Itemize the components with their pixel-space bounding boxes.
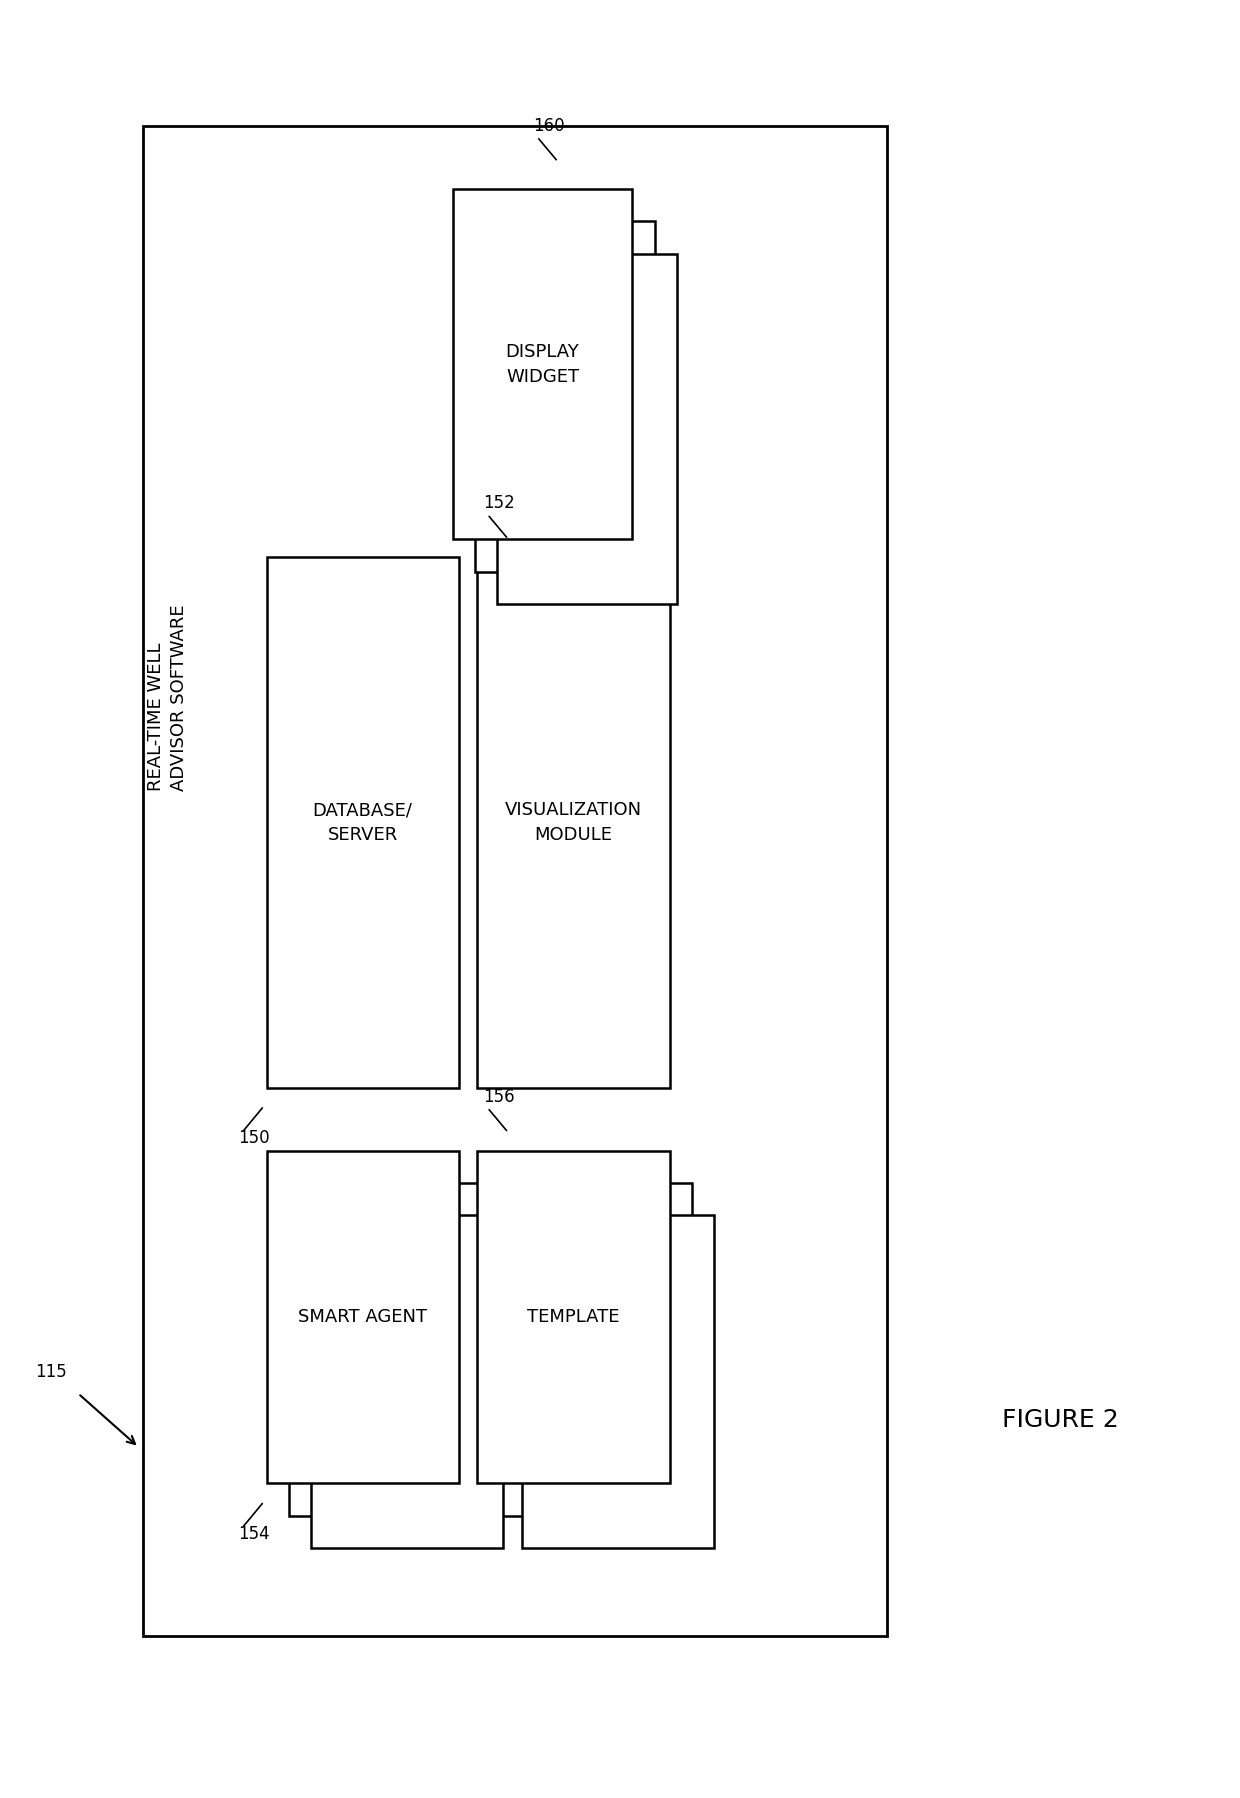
Text: TEMPLATE: TEMPLATE (527, 1307, 620, 1327)
Text: 154: 154 (238, 1525, 270, 1543)
Text: VISUALIZATION
MODULE: VISUALIZATION MODULE (505, 802, 642, 843)
Bar (497, 254, 677, 604)
Text: SMART AGENT: SMART AGENT (298, 1307, 428, 1327)
Bar (143, 126, 887, 1636)
Text: 150: 150 (238, 1129, 270, 1147)
Bar (289, 1183, 481, 1516)
Text: 156: 156 (484, 1088, 516, 1106)
Bar (267, 1151, 459, 1483)
Bar (267, 557, 459, 1088)
Bar (500, 1183, 692, 1516)
Text: DATABASE/
SERVER: DATABASE/ SERVER (312, 802, 413, 843)
Bar (477, 557, 670, 1088)
Bar (475, 221, 655, 572)
Bar (311, 1215, 503, 1548)
Text: 115: 115 (35, 1363, 67, 1381)
Text: REAL-TIME WELL
ADVISOR SOFTWARE: REAL-TIME WELL ADVISOR SOFTWARE (146, 604, 188, 791)
Bar (477, 1151, 670, 1483)
Text: FIGURE 2: FIGURE 2 (1002, 1408, 1118, 1433)
Text: 152: 152 (484, 494, 516, 512)
Bar (453, 189, 632, 539)
Text: DISPLAY
WIDGET: DISPLAY WIDGET (506, 343, 579, 385)
Bar (522, 1215, 714, 1548)
Text: 160: 160 (533, 117, 565, 135)
